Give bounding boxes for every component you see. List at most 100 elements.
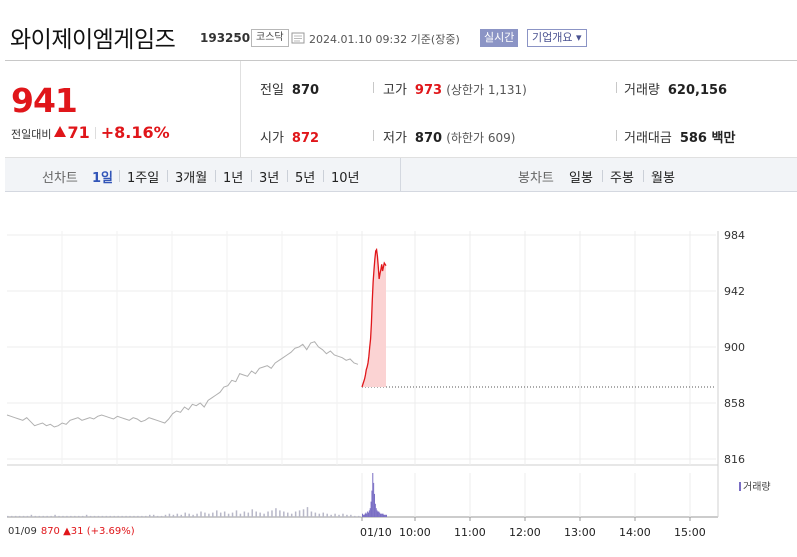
volume-bar xyxy=(66,515,68,517)
volume-bar xyxy=(137,515,139,517)
tab-1week[interactable]: 1주일 xyxy=(127,171,160,186)
volume-legend: 거래량 xyxy=(739,478,771,493)
stock-title-row: 와이제이엠게임즈 193250 코스닥 2024.01.10 09:32 기준(… xyxy=(10,20,790,56)
tab-5year[interactable]: 5년 xyxy=(295,171,316,186)
volume-bar xyxy=(362,513,363,517)
volume-bar xyxy=(368,512,369,517)
amount-cell: 거래대금 586 백만 xyxy=(624,127,735,146)
divider xyxy=(119,170,120,182)
volume-bar xyxy=(263,513,265,517)
volume-bar xyxy=(372,473,374,517)
current-price-area: 941 전일대비 71 +8.16% xyxy=(5,61,241,158)
candle-chart-label: 봉차트 xyxy=(518,171,554,186)
volume-bar xyxy=(255,511,257,517)
volume-bar xyxy=(386,514,387,517)
volume-bar xyxy=(176,513,179,517)
volume-bar xyxy=(290,513,293,517)
volume-bar xyxy=(97,515,100,517)
volume-bar xyxy=(85,514,88,517)
low-value: 870 xyxy=(414,131,443,146)
amount-label: 거래대금 xyxy=(624,131,672,146)
volume-bar xyxy=(374,493,375,517)
divider xyxy=(251,170,252,182)
x-tick-label: 11:00 xyxy=(454,526,486,539)
open-label: 시가 xyxy=(260,131,284,146)
x-tick-label: 13:00 xyxy=(564,526,596,539)
divider xyxy=(643,170,644,182)
volume-bar xyxy=(385,514,387,517)
volume-bar xyxy=(38,515,41,517)
volume-cell: 거래량 620,156 xyxy=(624,79,727,98)
prev-day-price: 870 xyxy=(40,526,60,537)
volume-value: 620,156 xyxy=(667,83,728,98)
volume-bar xyxy=(367,511,369,517)
volume-bar xyxy=(216,510,218,517)
volume-bar xyxy=(7,515,9,517)
volume-bar xyxy=(188,513,190,517)
volume-bar xyxy=(180,514,183,517)
price-change: 전일대비 71 +8.16% xyxy=(11,123,170,142)
volume-bar xyxy=(310,511,313,517)
intraday-chart[interactable]: 984 942 900 858 816 01/10 10:00 11:00 12:00 13:00… xyxy=(0,195,797,557)
high-value: 973 xyxy=(414,83,443,98)
volume-bar xyxy=(50,515,52,517)
divider xyxy=(616,82,617,93)
volume-bar xyxy=(133,515,135,517)
divider xyxy=(616,130,617,141)
volume-bar xyxy=(384,514,386,517)
volume-bar xyxy=(279,510,281,517)
volume-bar xyxy=(283,511,285,517)
volume-bar xyxy=(377,511,379,517)
tab-daily-candle[interactable]: 일봉 xyxy=(569,171,593,186)
tab-1day[interactable]: 1일 xyxy=(92,171,114,186)
volume-bar xyxy=(101,515,104,517)
today-series xyxy=(361,247,387,388)
tab-monthly-candle[interactable]: 월봉 xyxy=(651,171,675,186)
volume-bar xyxy=(204,512,206,517)
volume-bar xyxy=(18,515,21,517)
tab-10year[interactable]: 10년 xyxy=(331,171,360,186)
volume-bar xyxy=(164,514,167,517)
volume-bar xyxy=(192,514,194,517)
tab-3year[interactable]: 3년 xyxy=(259,171,280,186)
volume-bar xyxy=(231,512,234,517)
high-cell: 고가 973 (상한가 1,131) xyxy=(383,79,527,98)
divider xyxy=(373,82,374,93)
volume-bar xyxy=(26,515,29,517)
volume-bar xyxy=(109,515,112,517)
tab-weekly-candle[interactable]: 주봉 xyxy=(610,171,634,186)
volume-bar xyxy=(81,515,84,517)
x-tick-label: 12:00 xyxy=(509,526,541,539)
volume-bar xyxy=(380,513,382,517)
volume-bar xyxy=(58,515,60,517)
volume-bar xyxy=(383,514,385,517)
volume-bar xyxy=(330,514,332,517)
volume-bar xyxy=(373,482,375,517)
volume-bar xyxy=(235,510,238,517)
tab-3month[interactable]: 3개월 xyxy=(175,171,208,186)
volume-bar xyxy=(145,515,147,517)
company-overview-button[interactable]: 기업개요 ▾ xyxy=(527,29,587,47)
prev-close-cell: 전일 870 xyxy=(260,79,319,98)
x-tick-label: 14:00 xyxy=(619,526,651,539)
volume-bar xyxy=(184,512,186,517)
volume-bar xyxy=(125,515,127,517)
price-chart-svg[interactable]: 984 942 900 858 816 01/10 10:00 11:00 12:00 13:00… xyxy=(0,195,797,557)
prev-close-label: 전일 xyxy=(260,83,284,98)
volume-bar xyxy=(322,512,325,517)
volume-bar xyxy=(366,513,368,517)
realtime-button[interactable]: 실시간 xyxy=(480,29,519,47)
prev-day-note: 01/09 870 ▲31 (+3.69%) xyxy=(8,526,135,537)
tab-1year[interactable]: 1년 xyxy=(223,171,244,186)
upper-limit: (상한가 1,131) xyxy=(446,83,527,97)
volume-bar xyxy=(376,510,378,517)
change-label: 전일대비 xyxy=(11,128,52,141)
volume-bar xyxy=(342,513,344,517)
quote-timestamp: 2024.01.10 09:32 기준(장중) xyxy=(309,33,460,46)
volume-bar xyxy=(22,515,25,517)
volume-bar xyxy=(275,508,277,517)
volume-bar xyxy=(152,514,155,517)
volume-label: 거래량 xyxy=(624,83,660,98)
volume-bar xyxy=(247,512,250,517)
volume-bar xyxy=(326,513,328,517)
